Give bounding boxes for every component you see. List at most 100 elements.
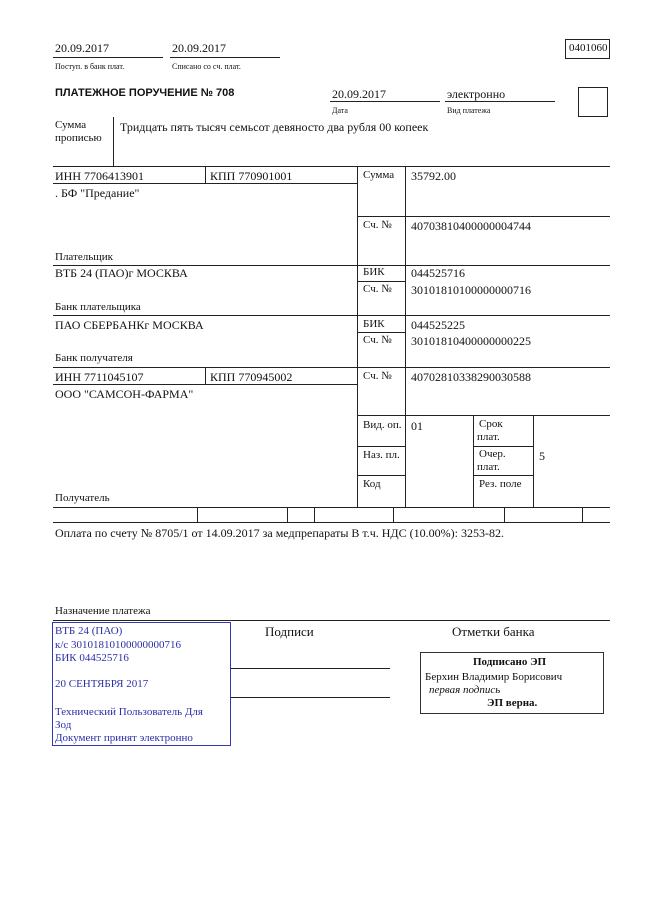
bank-stamp: ВТБ 24 (ПАО) к/с 30101810100000000716 БИ…	[52, 622, 231, 746]
sum-label: Сумма	[363, 169, 395, 181]
payer-bik-label: БИК	[363, 266, 385, 278]
priority-label-2: плат.	[477, 461, 500, 473]
stamp-bik: БИК 044525716	[55, 652, 129, 664]
payment-type: электронно	[447, 87, 506, 101]
page-title: ПЛАТЕЖНОЕ ПОРУЧЕНИЕ № 708	[55, 87, 235, 99]
op-type: 01	[411, 419, 423, 433]
payee-bank-account-label: Сч. №	[363, 334, 392, 346]
stamp-user-2: Зод	[55, 719, 72, 731]
debited-label: Списано со сч. плат.	[172, 62, 241, 71]
payee-inn: ИНН 7711045107	[55, 370, 144, 384]
divider	[53, 367, 610, 368]
e-signature-signer: Берхин Владимир Борисович	[425, 671, 563, 683]
form-code-box: 0401060	[565, 39, 610, 59]
payer-bank-label: Банк плательщика	[55, 301, 141, 313]
payer-bank-name: ВТБ 24 (ПАО)г МОСКВА	[55, 266, 188, 280]
e-signature-role: первая подпись	[429, 684, 501, 696]
divider	[582, 507, 583, 522]
payer-kpp: КПП 770901001	[210, 169, 293, 183]
term-label-2: плат.	[477, 431, 500, 443]
payer-account: 40703810400000004744	[411, 219, 531, 233]
divider	[53, 384, 357, 385]
divider	[170, 57, 280, 58]
document-date: 20.09.2017	[332, 87, 386, 101]
payer-bank-account-label: Сч. №	[363, 283, 392, 295]
payee-account: 40702810338290030588	[411, 370, 531, 384]
payee-bank-name: ПАО СБЕРБАНКг МОСКВА	[55, 318, 204, 332]
bank-marks-label: Отметки банка	[452, 624, 535, 639]
divider	[357, 446, 405, 447]
payee-name: ООО "САМСОН-ФАРМА"	[55, 387, 194, 401]
divider	[314, 507, 315, 522]
divider	[287, 507, 288, 522]
divider	[504, 507, 505, 522]
divider	[357, 332, 405, 333]
reserve-label: Рез. поле	[479, 478, 522, 490]
signatures-label: Подписи	[265, 624, 314, 639]
stamp-corr-account: к/с 30101810100000000716	[55, 639, 182, 651]
divider	[330, 101, 440, 102]
divider	[405, 166, 406, 507]
payee-label: Получатель	[55, 492, 110, 504]
signature-line	[231, 697, 390, 698]
payer-inn: ИНН 7706413901	[55, 169, 144, 183]
purpose-text: Оплата по счету № 8705/1 от 14.09.2017 з…	[55, 526, 504, 540]
divider	[473, 446, 533, 447]
divider	[53, 522, 610, 523]
divider	[357, 281, 405, 282]
payer-account-label: Сч. №	[363, 219, 392, 231]
form-code: 0401060	[569, 42, 608, 54]
op-type-label: Вид. оп.	[363, 419, 402, 431]
received-label: Поступ. в банк плат.	[55, 62, 125, 71]
divider	[53, 57, 163, 58]
payer-bik: 044525716	[411, 266, 465, 280]
divider	[53, 166, 610, 167]
purpose-label: Назначение платежа	[55, 605, 151, 617]
e-signature-title: Подписано ЭП	[473, 656, 547, 668]
amount-words-label-2: прописью	[55, 132, 102, 144]
divider	[533, 415, 534, 507]
divider	[357, 166, 358, 507]
stamp-bank: ВТБ 24 (ПАО)	[55, 625, 123, 637]
debited-date: 20.09.2017	[172, 41, 226, 55]
divider	[393, 507, 394, 522]
stamp-user: Технический Пользователь Для	[55, 706, 203, 718]
payee-bank-account: 30101810400000000225	[411, 334, 531, 348]
received-date: 20.09.2017	[55, 41, 109, 55]
status-box	[578, 87, 608, 117]
payee-account-label: Сч. №	[363, 370, 392, 382]
payment-type-label: Вид платежа	[447, 106, 491, 115]
payer-bank-account: 30101810100000000716	[411, 283, 531, 297]
payee-bik-label: БИК	[363, 318, 385, 330]
divider	[53, 183, 357, 184]
stamp-accepted: Документ принят электронно	[55, 732, 193, 744]
divider	[53, 507, 610, 508]
divider	[445, 101, 555, 102]
purpose-code-label: Наз. пл.	[363, 449, 400, 461]
divider	[113, 117, 114, 166]
sum-value: 35792.00	[411, 169, 456, 183]
divider	[53, 315, 610, 316]
payer-name: . БФ "Предание"	[55, 186, 140, 200]
payer-label: Плательщик	[55, 251, 113, 263]
stamp-date: 20 СЕНТЯБРЯ 2017	[55, 678, 149, 690]
amount-words-label: Сумма	[55, 119, 87, 131]
divider	[205, 166, 206, 183]
signature-line	[231, 668, 390, 669]
divider	[53, 265, 610, 266]
divider	[53, 620, 610, 621]
payee-kpp: КПП 770945002	[210, 370, 293, 384]
priority-value: 5	[539, 449, 545, 463]
divider	[357, 475, 405, 476]
divider	[197, 507, 198, 522]
divider	[205, 367, 206, 384]
priority-label: Очер.	[479, 448, 506, 460]
divider	[357, 216, 610, 217]
payee-bik: 044525225	[411, 318, 465, 332]
amount-words: Тридцать пять тысяч семьсот девяносто дв…	[120, 120, 429, 134]
code-label: Код	[363, 478, 381, 490]
divider	[357, 415, 610, 416]
term-label: Срок	[479, 418, 503, 430]
e-signature-verified: ЭП верна.	[487, 697, 538, 709]
